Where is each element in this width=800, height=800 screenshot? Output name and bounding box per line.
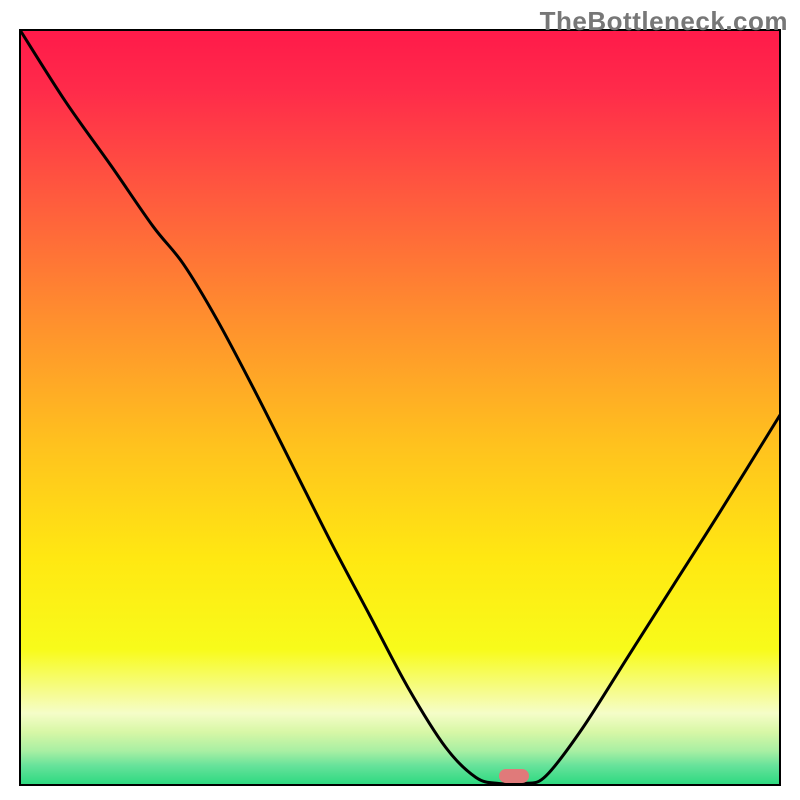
bottleneck-chart <box>0 0 800 800</box>
optimum-marker <box>499 769 529 783</box>
chart-container: TheBottleneck.com <box>0 0 800 800</box>
watermark-label: TheBottleneck.com <box>540 6 788 37</box>
